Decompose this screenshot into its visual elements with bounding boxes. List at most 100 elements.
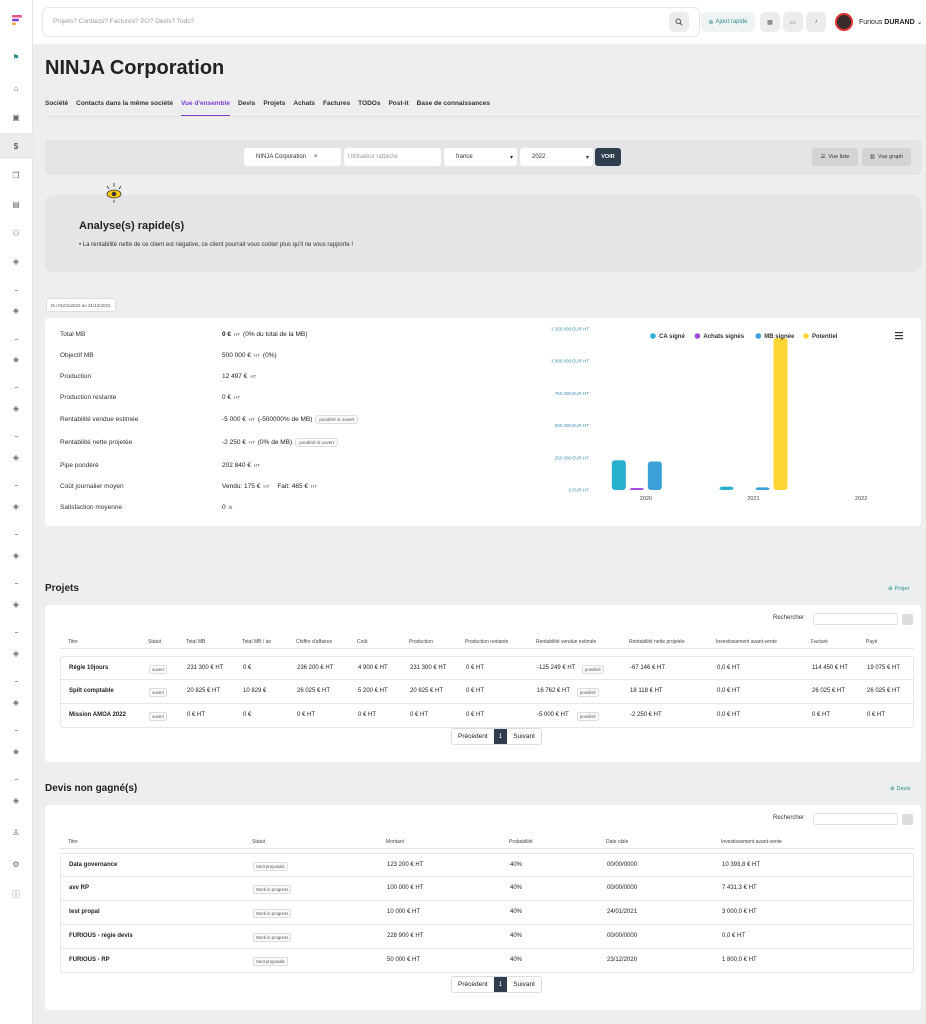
user-input[interactable]: Utilisateur rattaché [344, 148, 441, 166]
projets-search-input[interactable] [813, 613, 898, 625]
global-search-input[interactable]: Projets? Contacts? Factures? PO? Devis? … [42, 7, 700, 37]
col-header[interactable]: Investissement avant-vente [721, 839, 782, 845]
col-header[interactable]: Statut [148, 639, 162, 645]
tab-post-it[interactable]: Post-it [388, 100, 409, 107]
table-row[interactable]: Data governance Sent proposals 123 200 €… [60, 853, 914, 877]
add-devis-button[interactable]: ⊕ Devis [885, 782, 916, 796]
col-header[interactable]: Statut [252, 839, 266, 845]
quick-add-button[interactable]: ⊕ Ajout rapide [701, 12, 755, 32]
info-icon[interactable]: ⓘ [12, 889, 20, 899]
layers-icon[interactable]: ◈ [12, 599, 20, 609]
cell-title[interactable]: Spilt comptable [69, 688, 114, 694]
gear-icon[interactable]: ⚙ [12, 859, 20, 869]
layers-icon[interactable]: ◈ [12, 452, 20, 462]
col-header[interactable]: Titre [68, 839, 78, 845]
col-header[interactable]: Production [409, 639, 433, 645]
col-header[interactable]: Probabilité [509, 839, 533, 845]
layers-icon[interactable]: ◈ [12, 795, 20, 805]
col-header[interactable]: Titre [68, 639, 78, 645]
col-header[interactable]: Montant [386, 839, 405, 845]
next-page-button[interactable]: Suivant [513, 981, 535, 988]
col-header[interactable]: Rentabilité vendue estimée [536, 639, 597, 645]
col-header[interactable]: Date cible [606, 839, 629, 845]
col-header[interactable]: Total MB / an [242, 639, 272, 645]
users-icon[interactable]: ⚇ [12, 228, 20, 238]
table-row[interactable]: FURIOUS - régie devis Work in progress 2… [60, 925, 914, 949]
cell-title[interactable]: FURIOUS - RP [69, 957, 110, 963]
search-icon-button[interactable] [669, 12, 689, 32]
layers-icon[interactable]: ◈ [12, 746, 20, 756]
tablet-button[interactable]: ▭ [783, 12, 803, 32]
close-icon[interactable]: × [314, 154, 318, 160]
layers-icon[interactable]: ◈ [12, 697, 20, 707]
col-header[interactable]: Coût [357, 639, 368, 645]
calendar-icon[interactable]: ▣ [12, 112, 20, 122]
columns-icon[interactable] [902, 614, 913, 625]
calendar-button[interactable]: ▦ [760, 12, 780, 32]
current-page[interactable]: 1 [493, 977, 508, 992]
person-icon[interactable]: ♙ [12, 827, 20, 837]
cell-title[interactable]: FURIOUS - régie devis [69, 933, 133, 939]
vue-graph-button[interactable]: ▥ Vue graph [862, 148, 911, 166]
voir-button[interactable]: VOIR [595, 148, 621, 166]
layers-icon[interactable]: ◈ [12, 501, 20, 511]
company-select-value: NINJA Corporation [256, 154, 307, 160]
tab-achats[interactable]: Achats [293, 100, 316, 107]
tab-contacts[interactable]: Contacts dans la même société [76, 100, 173, 107]
col-header[interactable]: Payé [866, 639, 878, 645]
cell-title[interactable]: avv RP [69, 885, 90, 891]
layers-icon[interactable]: ◈ [12, 648, 20, 658]
col-header[interactable]: Investissement avant-vente [716, 639, 777, 645]
layers-icon[interactable]: ◈ [12, 403, 20, 413]
devis-search-input[interactable] [813, 813, 898, 825]
home-icon[interactable]: ⌂ [13, 83, 19, 93]
cell-title[interactable]: test propal [69, 909, 100, 915]
cell-title[interactable]: Régie 10jours [69, 665, 109, 671]
company-select[interactable]: NINJA Corporation × [244, 148, 341, 166]
cell-title[interactable]: Data governance [69, 862, 118, 868]
add-projet-button[interactable]: ⊕ Projet [883, 582, 914, 596]
notifications-button[interactable]: ♪ [806, 12, 826, 32]
table-row[interactable]: FURIOUS - RP Sent proposals 50 000 € HT … [60, 949, 914, 973]
layers-icon[interactable]: ◈ [12, 550, 20, 560]
current-page[interactable]: 1 [493, 729, 508, 744]
document-icon[interactable]: ▤ [12, 199, 20, 209]
tab-base-connaissances[interactable]: Base de connaissances [416, 100, 491, 107]
tab-devis[interactable]: Devis [237, 100, 256, 107]
vue-liste-button[interactable]: ☰ Vue liste [812, 148, 858, 166]
tab-vue-ensemble[interactable]: Vue d'ensemble [180, 100, 230, 116]
app-logo-icon[interactable] [11, 14, 23, 26]
layers-icon[interactable]: ◈ [12, 256, 20, 266]
col-header[interactable]: Production restante [465, 639, 509, 645]
tab-societe[interactable]: Société [45, 100, 69, 107]
folders-icon[interactable]: ❐ [12, 170, 20, 180]
layers-icon[interactable]: ◈ [12, 305, 20, 315]
col-header[interactable]: Total MB [186, 639, 206, 645]
tab-todos[interactable]: TODOs [358, 100, 381, 107]
tab-projets[interactable]: Projets [263, 100, 286, 107]
user-menu[interactable]: Furious DURAND ⌄ [859, 18, 922, 26]
flag-icon[interactable]: ⚑ [12, 52, 20, 62]
dollar-icon[interactable]: $ [13, 141, 19, 151]
status-badge: Work in progress [253, 909, 292, 918]
table-row[interactable]: Mission AMOA 2022 ouvert 0 € HT 0 € 0 € … [60, 704, 914, 728]
col-header[interactable]: Rentabilité nette projetée [629, 639, 685, 645]
columns-icon[interactable] [902, 814, 913, 825]
table-row[interactable]: Régie 10jours ouvert 231 300 € HT 0 € 23… [60, 656, 914, 680]
prev-page-button[interactable]: Précédent [458, 981, 488, 988]
status-badge: ouvert [149, 688, 167, 697]
table-row[interactable]: Spilt comptable ouvert 20 825 € HT 10 82… [60, 680, 914, 704]
avatar[interactable] [835, 13, 853, 31]
country-select[interactable]: france ▾ [444, 148, 517, 166]
col-header[interactable]: Facturé [811, 639, 828, 645]
table-row[interactable]: test propal Work in progress 10 000 € HT… [60, 901, 914, 925]
country-select-value: france [456, 154, 473, 160]
cell-title[interactable]: Mission AMOA 2022 [69, 712, 126, 718]
layers-icon[interactable]: ◈ [12, 354, 20, 364]
tab-factures[interactable]: Factures [323, 100, 351, 107]
prev-page-button[interactable]: Précédent [458, 733, 488, 740]
col-header[interactable]: Chiffre d'affaires [296, 639, 333, 645]
next-page-button[interactable]: Suivant [513, 733, 535, 740]
table-row[interactable]: avv RP Work in progress 100 000 € HT 40%… [60, 877, 914, 901]
year-select[interactable]: 2022 ▾ [520, 148, 593, 166]
